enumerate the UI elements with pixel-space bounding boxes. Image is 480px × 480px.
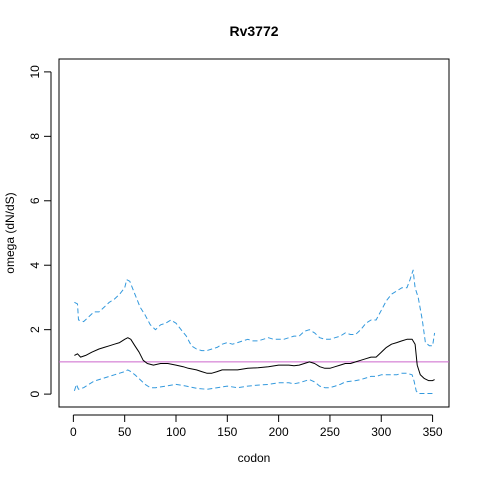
- y-tick-label: 0: [28, 390, 42, 397]
- x-tick-label: 150: [217, 425, 237, 439]
- x-tick-label: 250: [320, 425, 340, 439]
- y-tick-label: 2: [28, 326, 42, 333]
- x-tick-label: 0: [70, 425, 77, 439]
- series-lower-line: [73, 369, 435, 394]
- y-tick-label: 10: [28, 65, 42, 79]
- x-tick-label: 300: [371, 425, 391, 439]
- plot-frame: [58, 58, 450, 408]
- x-axis-label: codon: [238, 451, 271, 465]
- x-axis: 0 50 100 150 200 250 300 350: [70, 414, 443, 439]
- chart-title: Rv3772: [229, 23, 278, 39]
- x-tick-label: 350: [423, 425, 443, 439]
- y-axis: 0 2 4 6 8 10: [28, 65, 52, 397]
- y-tick-label: 8: [28, 133, 42, 140]
- plot-lines: [59, 269, 449, 394]
- y-tick-label: 4: [28, 262, 42, 269]
- x-tick-label: 100: [166, 425, 186, 439]
- x-tick-label: 50: [118, 425, 132, 439]
- series-upper-line: [74, 269, 436, 352]
- y-axis-label: omega (dN/dS): [3, 192, 17, 273]
- x-tick-label: 200: [269, 425, 289, 439]
- series-estimate-line: [74, 337, 435, 382]
- y-tick-label: 6: [28, 197, 42, 204]
